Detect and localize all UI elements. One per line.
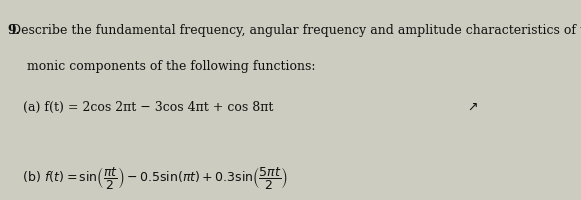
Text: (b) $f(t) = \sin\!\left(\dfrac{\pi t}{2}\right) - 0.5\sin(\pi t) + 0.3\sin\!\lef: (b) $f(t) = \sin\!\left(\dfrac{\pi t}{2}…	[7, 164, 288, 190]
Text: 9.: 9.	[7, 24, 20, 37]
Text: $\nearrow$: $\nearrow$	[465, 100, 478, 113]
Text: (a) f(t) = 2cos 2πt − 3cos 4πt + cos 8πt: (a) f(t) = 2cos 2πt − 3cos 4πt + cos 8πt	[7, 100, 273, 113]
Text: monic components of the following functions:: monic components of the following functi…	[7, 60, 315, 73]
Text: Describe the fundamental frequency, angular frequency and amplitude characterist: Describe the fundamental frequency, angu…	[7, 24, 581, 37]
